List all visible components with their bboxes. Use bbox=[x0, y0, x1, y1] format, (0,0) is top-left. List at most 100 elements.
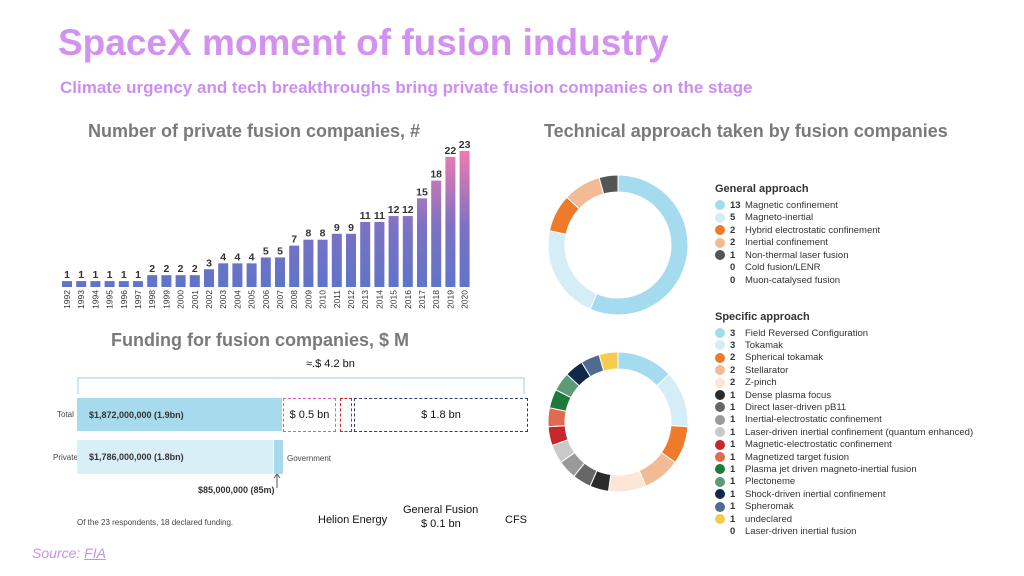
bar-2011 bbox=[331, 233, 342, 287]
x-tick-label: 2000 bbox=[176, 290, 186, 309]
legend-swatch bbox=[715, 501, 725, 512]
helion-label: Helion Energy bbox=[318, 514, 388, 526]
bar-value-label: 8 bbox=[320, 228, 326, 240]
legend-count: 1 bbox=[730, 414, 736, 426]
legend-count: 2 bbox=[730, 377, 736, 389]
cfs-funding-value: $ 1.8 bn bbox=[421, 409, 461, 421]
legend-label: Magnetic confinement bbox=[745, 199, 838, 211]
legend-label: Magnetized target fusion bbox=[745, 451, 850, 463]
legend-item: 1 Magnetized target fusion bbox=[715, 451, 849, 463]
bar-value-label: 1 bbox=[78, 269, 84, 281]
legend-item: 1 Spheromak bbox=[715, 501, 794, 513]
legend-swatch bbox=[715, 464, 725, 475]
legend-item: 2 Inertial confinement bbox=[715, 237, 828, 249]
legend-item: 1 undeclared bbox=[715, 513, 792, 525]
bar-2020 bbox=[459, 151, 470, 287]
legend-item: 1 Plasma jet driven magneto-inertial fusi… bbox=[715, 463, 917, 475]
legend-item: 2 Stellarator bbox=[715, 364, 788, 376]
bar-2010 bbox=[317, 239, 328, 287]
legend-item: 5 Magneto-inertial bbox=[715, 212, 813, 224]
bar-2016 bbox=[402, 216, 413, 287]
x-tick-label: 2012 bbox=[346, 290, 356, 309]
bar-value-label: 8 bbox=[305, 228, 311, 240]
legend-swatch bbox=[715, 352, 725, 363]
legend-label: undeclared bbox=[745, 513, 793, 525]
helion-funding-value: $ 0.5 bn bbox=[289, 409, 330, 421]
x-tick-label: 2003 bbox=[218, 290, 228, 309]
legend-title: Specific approach bbox=[715, 311, 810, 323]
bar-value-label: 3 bbox=[206, 257, 212, 269]
legend-item: 3 Field Reversed Configuration bbox=[715, 327, 868, 339]
x-tick-label: 1997 bbox=[133, 290, 143, 309]
legend-item: 1 Direct laser-driven pB11 bbox=[715, 401, 846, 413]
bar-value-label: 1 bbox=[92, 269, 98, 281]
legend-label: Inertial confinement bbox=[745, 237, 828, 248]
source-prefix: Source: bbox=[32, 545, 85, 561]
legend-count: 3 bbox=[730, 339, 736, 351]
page-subtitle: Climate urgency and tech breakthroughs b… bbox=[60, 78, 753, 97]
government-pointer bbox=[273, 474, 281, 488]
slice-z-pinch bbox=[607, 469, 647, 493]
legend-label: Tokamak bbox=[745, 339, 784, 351]
helion-funding-box: $ 0.5 bn bbox=[283, 398, 336, 432]
legend-count: 1 bbox=[730, 488, 736, 500]
bar-value-label: 4 bbox=[234, 251, 240, 263]
legend-count: 2 bbox=[730, 237, 736, 248]
bar-1992 bbox=[62, 281, 72, 287]
bar-1998 bbox=[147, 275, 158, 287]
legend-label: Hybrid electrostatic confinement bbox=[745, 224, 881, 236]
approach-chart-title: Technical approach taken by fusion compa… bbox=[544, 121, 948, 141]
legend-label: Spheromak bbox=[745, 501, 794, 513]
specific-approach-donut bbox=[547, 351, 689, 493]
legend-count: 1 bbox=[730, 501, 736, 513]
legend-swatch bbox=[715, 402, 725, 413]
bar-value-label: 2 bbox=[178, 263, 184, 275]
legend-label: Non-thermal laser fusion bbox=[745, 249, 849, 261]
bar-2013 bbox=[360, 221, 371, 287]
x-tick-label: 2010 bbox=[318, 290, 328, 309]
bar-value-label: 23 bbox=[459, 140, 471, 151]
bar-1997 bbox=[133, 281, 143, 287]
x-tick-label: 2020 bbox=[460, 290, 470, 309]
private-bar-label: $1,786,000,000 (1.8bn) bbox=[89, 452, 184, 462]
bar-value-label: 1 bbox=[64, 269, 70, 281]
legend-swatch bbox=[715, 237, 725, 248]
page-title: SpaceX moment of fusion industry bbox=[58, 22, 669, 63]
legend-label: Z-pinch bbox=[745, 377, 777, 389]
bar-value-label: 15 bbox=[416, 186, 428, 198]
general-approach-legend: General approach 13 Magnetic confinement 5 M… bbox=[715, 183, 1015, 293]
bar-value-label: 5 bbox=[263, 245, 269, 257]
bar-value-label: 2 bbox=[163, 263, 169, 275]
bar-value-label: 11 bbox=[374, 210, 385, 222]
bar-value-label: 12 bbox=[402, 204, 414, 216]
legend-item: 1 Inertial-electrostatic confinement bbox=[715, 414, 882, 426]
source-link[interactable]: FIA bbox=[84, 545, 106, 561]
x-tick-label: 2006 bbox=[261, 290, 271, 309]
private-row-label: Private bbox=[53, 453, 78, 462]
legend-title: General approach bbox=[715, 183, 809, 195]
legend-swatch bbox=[715, 414, 725, 425]
legend-count: 2 bbox=[730, 224, 736, 236]
legend-item: 2 Z-pinch bbox=[715, 377, 777, 389]
bar-value-label: 11 bbox=[360, 210, 371, 222]
bar-2008 bbox=[289, 245, 300, 287]
legend-count: 1 bbox=[730, 463, 736, 475]
bar-value-label: 4 bbox=[220, 251, 226, 263]
legend-label: Laser-driven inertial confinement (quant… bbox=[745, 426, 974, 438]
legend-count: 2 bbox=[730, 352, 736, 364]
legend-swatch bbox=[715, 439, 725, 450]
bar-2005 bbox=[246, 263, 257, 287]
x-tick-label: 2013 bbox=[360, 290, 370, 309]
legend-count: 1 bbox=[730, 389, 736, 401]
legend-count: 5 bbox=[730, 212, 736, 223]
legend-count: 1 bbox=[730, 451, 736, 463]
legend-item: 1 Laser-driven inertial confinement (quan… bbox=[715, 426, 973, 438]
legend-item: 2 Spherical tokamak bbox=[715, 352, 823, 364]
general-approach-donut bbox=[547, 174, 689, 316]
x-tick-label: 1998 bbox=[147, 290, 157, 309]
legend-swatch bbox=[715, 275, 725, 285]
total-bar-label: $1,872,000,000 (1.9bn) bbox=[89, 409, 184, 420]
legend-swatch bbox=[715, 200, 725, 210]
x-tick-label: 2005 bbox=[247, 290, 257, 309]
companies-chart-title: Number of private fusion companies, # bbox=[88, 121, 421, 141]
